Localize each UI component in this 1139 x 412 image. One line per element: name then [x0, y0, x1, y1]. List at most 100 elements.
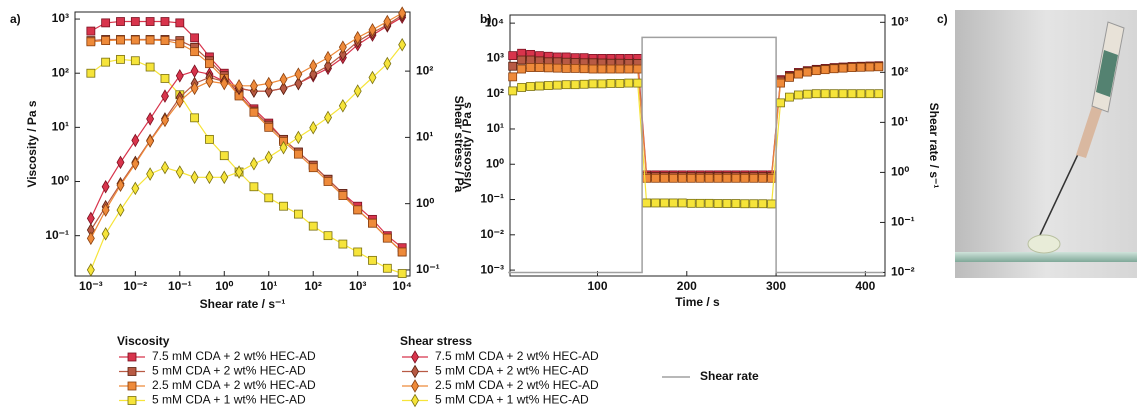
diamond-marker [235, 79, 244, 93]
square-marker [642, 198, 652, 208]
square-marker [249, 107, 259, 117]
diamond-marker [249, 156, 258, 171]
shear-rate-line [508, 36, 884, 274]
square-marker [190, 47, 199, 57]
square-marker [865, 89, 875, 99]
square-marker [323, 177, 333, 186]
legend-swatch [127, 396, 137, 405]
square-marker [145, 35, 155, 45]
diamond-marker [161, 89, 169, 103]
square-marker [517, 55, 527, 65]
needle-hub [1076, 106, 1102, 158]
square-marker [86, 26, 96, 36]
square-marker [249, 182, 259, 192]
x-tick-label: 10⁻² [123, 279, 147, 293]
y-tick-label: 10⁰ [486, 156, 504, 170]
square-marker [829, 64, 839, 74]
square-marker [776, 98, 785, 108]
diamond-marker [131, 133, 140, 148]
square-marker [293, 149, 303, 159]
square-marker [508, 72, 518, 82]
square-marker [588, 79, 598, 89]
diamond-marker [353, 30, 362, 45]
square-marker [101, 36, 111, 46]
y-tick-label: 10⁻³ [480, 262, 504, 276]
square-marker [722, 173, 732, 183]
square-marker [570, 64, 580, 73]
square-marker [731, 199, 741, 208]
y-tick-label: 10³ [52, 11, 69, 25]
square-marker [535, 81, 544, 91]
square-marker [749, 173, 759, 183]
square-marker [116, 35, 125, 45]
photo: c) [937, 10, 1137, 278]
square-marker [785, 92, 794, 102]
diamond-marker [264, 150, 273, 165]
square-marker [793, 90, 803, 100]
square-marker [338, 191, 348, 200]
y2-tick-label: 10⁻¹ [416, 262, 440, 276]
legend-label: Shear rate [700, 369, 759, 383]
legend-label: 5 mM CDA + 1 wt% HEC-AD [152, 393, 306, 407]
x-tick-label: 200 [677, 279, 697, 293]
legend-label: 7.5 mM CDA + 2 wt% HEC-AD [152, 349, 316, 363]
square-marker [758, 199, 768, 209]
square-marker [86, 37, 96, 47]
square-marker [517, 64, 527, 74]
square-marker [160, 17, 170, 26]
square-marker [722, 199, 732, 208]
x-tick-label: 100 [587, 279, 607, 293]
glass-slide [955, 252, 1137, 262]
y2-tick-label: 10⁰ [891, 165, 909, 179]
diamond-marker [353, 84, 362, 98]
legend-swatch [411, 364, 419, 379]
legend-title: Viscosity [117, 334, 170, 348]
square-marker [785, 72, 794, 82]
square-marker [749, 199, 759, 209]
square-marker [219, 151, 229, 161]
diamond-marker [383, 14, 392, 29]
square-marker [130, 17, 140, 26]
square-marker [353, 247, 363, 257]
y-tick-label: 10¹ [52, 120, 69, 134]
square-marker [758, 173, 768, 183]
square-marker [382, 263, 392, 273]
diamond-marker [368, 23, 377, 37]
square-marker [838, 89, 848, 99]
square-marker [190, 33, 199, 43]
square-marker [847, 63, 857, 72]
diamond-marker [324, 50, 332, 65]
y-tick-label: 10⁰ [51, 174, 69, 188]
square-marker [597, 79, 607, 89]
legend-title: Shear stress [400, 334, 472, 348]
legend-swatch [411, 393, 419, 408]
diamond-marker [116, 155, 125, 170]
series-line [90, 58, 403, 275]
square-marker [205, 59, 214, 69]
square-marker [160, 74, 170, 83]
square-marker [811, 89, 821, 99]
y-tick-label: 10⁴ [485, 15, 504, 29]
needle [1039, 149, 1081, 236]
diamond-marker [309, 59, 318, 73]
diamond-marker [294, 67, 303, 81]
square-marker [368, 218, 377, 228]
square-marker [308, 221, 318, 231]
diamond-marker [235, 165, 244, 179]
panel-label: a) [10, 12, 21, 26]
legend-label: 7.5 mM CDA + 2 wt% HEC-AD [435, 349, 599, 363]
diamond-marker [101, 179, 110, 194]
square-marker [145, 17, 155, 26]
diamond-marker [131, 156, 140, 171]
square-marker [368, 255, 377, 265]
square-marker [838, 63, 848, 73]
diamond-marker [383, 56, 392, 71]
diamond-marker [324, 110, 332, 125]
diamond-marker [86, 263, 95, 277]
square-marker [279, 201, 288, 211]
square-marker [264, 122, 274, 132]
diamond-marker [279, 81, 288, 96]
diamond-marker [205, 74, 214, 89]
square-marker [101, 57, 111, 67]
